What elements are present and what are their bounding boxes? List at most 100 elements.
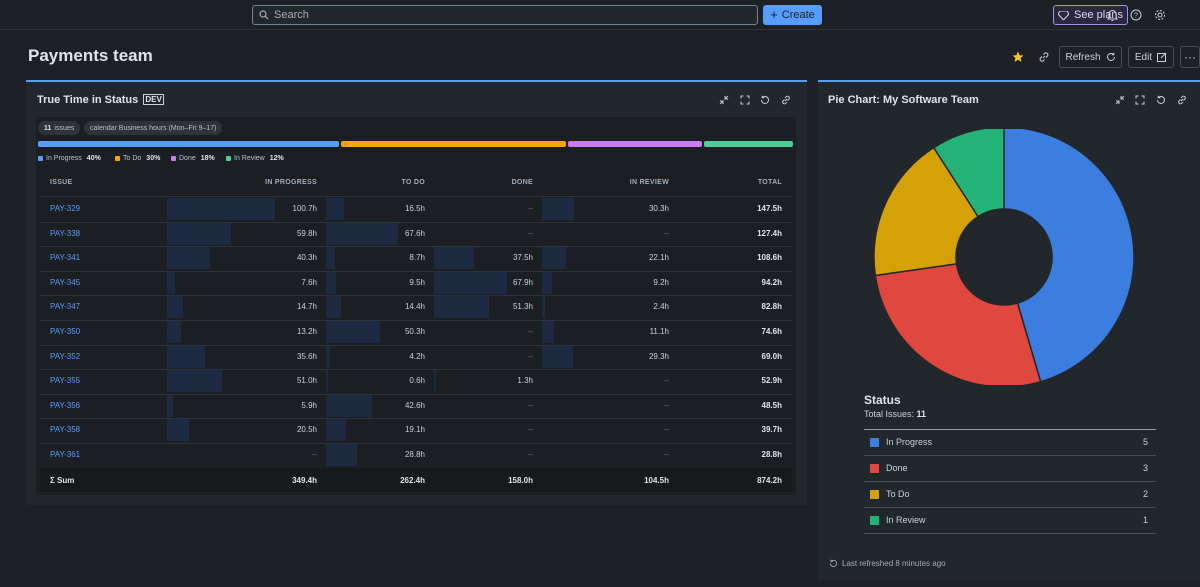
time-cell: – (664, 376, 669, 386)
time-cell: 28.8h (404, 450, 425, 459)
issue-key-link[interactable]: PAY-345 (50, 277, 81, 287)
distribution-segment (704, 141, 793, 147)
total-cell: 82.8h (761, 302, 782, 312)
time-cell: 2.4h (653, 302, 669, 312)
pie-legend-title: Status (864, 393, 901, 407)
legend-pct: 18% (200, 155, 215, 162)
pie-slice-in-review[interactable] (932, 129, 1005, 218)
sum-cell: 104.5h (644, 476, 669, 485)
legend-swatch (870, 516, 879, 525)
calendar-chip-label: calendar Business hours (Mon–Fri 9–17) (90, 124, 217, 132)
refresh-gadget-icon[interactable] (1155, 94, 1167, 106)
issue-key-link[interactable]: PAY-355 (50, 376, 81, 386)
pie-legend-row[interactable]: Done 3 (864, 456, 1156, 482)
legend-category: In Review (886, 515, 926, 525)
gear-icon[interactable] (1153, 8, 1167, 22)
distribution-segment (567, 141, 703, 147)
page-title: Payments team (28, 46, 153, 65)
time-cell: 37.5h (512, 253, 533, 263)
pie-slice-to-do[interactable] (874, 146, 980, 277)
star-icon[interactable] (1011, 50, 1025, 64)
total-cell: 127.4h (757, 228, 782, 238)
see-plans-button[interactable]: See plans (1053, 5, 1128, 25)
edit-label: Edit (1134, 51, 1153, 63)
refresh-button[interactable]: Refresh (1059, 46, 1122, 68)
time-bar (542, 271, 552, 294)
pie-legend-row[interactable]: In Review 1 (864, 508, 1156, 534)
column-header[interactable]: DONE (511, 179, 533, 186)
time-cell: 7.6h (301, 277, 317, 287)
legend-category: In Progress (886, 437, 933, 447)
fullscreen-icon[interactable] (739, 94, 751, 106)
pie-legend-row[interactable]: To Do 2 (864, 482, 1156, 508)
time-bar (167, 296, 183, 319)
collapse-icon[interactable] (718, 94, 730, 106)
search-icon (259, 10, 269, 20)
time-bar (326, 370, 328, 393)
bell-icon[interactable] (1105, 8, 1119, 22)
legend-pct: 30% (146, 155, 161, 162)
collapse-icon[interactable] (1114, 94, 1126, 106)
edit-icon (1157, 52, 1167, 62)
gadget-link-icon[interactable] (1176, 94, 1188, 106)
column-header[interactable]: IN REVIEW (629, 179, 669, 186)
issue-key-link[interactable]: PAY-361 (50, 450, 81, 459)
help-icon[interactable]: ? (1129, 8, 1143, 22)
more-actions-button[interactable]: ··· (1180, 46, 1200, 68)
time-cell: 9.2h (653, 277, 669, 287)
more-icon: ··· (1184, 50, 1196, 64)
fullscreen-icon[interactable] (1134, 94, 1146, 106)
issue-key-link[interactable]: PAY-338 (50, 228, 81, 238)
issue-key-link[interactable]: PAY-347 (50, 302, 81, 312)
column-header[interactable]: TO DO (401, 179, 425, 186)
legend-swatch (171, 156, 176, 161)
pie-slice-done[interactable] (874, 262, 1042, 385)
total-issues: Total Issues: 11 (864, 409, 926, 419)
issue-key-link[interactable]: PAY-356 (50, 400, 81, 410)
time-bar (326, 296, 342, 319)
column-header[interactable]: ISSUE (50, 179, 73, 186)
svg-text:?: ? (1134, 13, 1138, 20)
issue-key-link[interactable]: PAY-329 (50, 204, 81, 213)
time-cell: 16.5h (404, 204, 425, 213)
gem-icon (1058, 10, 1070, 20)
time-bar (434, 247, 475, 270)
gadget-link-icon[interactable] (780, 94, 792, 106)
pie-legend-row[interactable]: In Progress 5 (864, 430, 1156, 456)
legend-category: To Do (886, 489, 910, 499)
edit-button[interactable]: Edit (1128, 46, 1174, 68)
calendar-chip[interactable]: calendar Business hours (Mon–Fri 9–17) (84, 121, 223, 135)
total-cell: 28.8h (761, 450, 782, 459)
top-navigation: Search + Create See plans ? (0, 0, 1200, 30)
time-cell: 51.3h (512, 302, 533, 312)
sum-cell: Σ Sum (50, 476, 75, 485)
time-cell: – (528, 450, 533, 459)
total-cell: 52.9h (761, 376, 782, 386)
time-bar (542, 198, 575, 220)
time-bar (326, 198, 344, 220)
legend-swatch (38, 156, 43, 161)
last-refreshed-text: Last refreshed 8 minutes ago (842, 559, 946, 568)
time-cell: 11.1h (649, 327, 669, 336)
issue-key-link[interactable]: PAY-352 (50, 351, 81, 361)
refresh-gadget-icon[interactable] (759, 94, 771, 106)
legend-swatch (870, 464, 879, 473)
issue-key-link[interactable]: PAY-350 (50, 327, 81, 336)
link-icon[interactable] (1037, 50, 1051, 64)
time-bar (326, 271, 337, 294)
total-issues-value: 11 (916, 409, 927, 419)
search-input[interactable]: Search (252, 5, 758, 25)
distribution-legend-item: To Do 30% (115, 155, 160, 162)
legend-count: 3 (1142, 463, 1148, 473)
column-header[interactable]: TOTAL (757, 179, 782, 186)
refresh-label: Refresh (1065, 51, 1101, 63)
issue-key-link[interactable]: PAY-341 (50, 253, 81, 263)
create-button[interactable]: + Create (763, 5, 822, 25)
time-bar (167, 370, 222, 393)
pie-slice-in-progress[interactable] (1003, 129, 1134, 383)
legend-pct: 40% (86, 155, 101, 162)
time-cell: 50.3h (404, 327, 425, 336)
time-cell: – (528, 351, 533, 361)
column-header[interactable]: IN PROGRESS (265, 179, 317, 186)
issue-key-link[interactable]: PAY-358 (50, 425, 81, 435)
